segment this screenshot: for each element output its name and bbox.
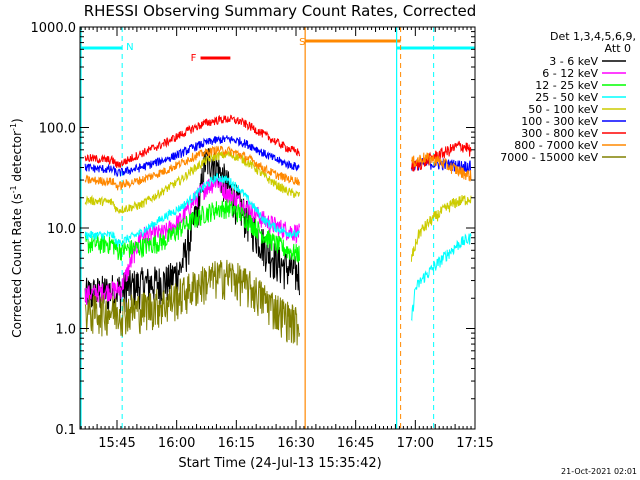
y-axis-label: Corrected Count Rate (s-1 detector-1) bbox=[9, 118, 24, 337]
y-axis-label-end: ) bbox=[10, 118, 24, 123]
legend-label-50-100-kev: 50 - 100 keV bbox=[528, 103, 598, 116]
series-800-7000-kev-after-saa bbox=[410, 152, 472, 182]
y-tick-label: 0.1 bbox=[55, 423, 76, 438]
series-300-800-kev-after-saa bbox=[410, 140, 472, 172]
x-tick-label: 16:15 bbox=[218, 436, 255, 451]
flare-flag-label: F bbox=[191, 53, 197, 64]
legend-label-100-300-kev: 100 - 300 keV bbox=[521, 115, 598, 128]
legend-label-7000-15000-kev: 7000 - 15000 keV bbox=[500, 151, 598, 164]
y-tick-label: 10.0 bbox=[47, 222, 76, 237]
footer-date: 21-Oct-2021 02:01 bbox=[561, 467, 637, 476]
y-axis-label-main: Corrected Count Rate (s bbox=[10, 193, 24, 337]
series-25-50-kev-before-saa bbox=[84, 172, 300, 248]
x-axis-label: Start Time (24-Jul-13 15:35:42) bbox=[178, 456, 381, 471]
saa-flag-label: S bbox=[299, 37, 305, 48]
chart-title: RHESSI Observing Summary Count Rates, Co… bbox=[84, 2, 477, 20]
legend-header-detectors: Det 1,3,4,5,6,9, bbox=[550, 30, 636, 43]
legend-label-12-25-kev: 12 - 25 keV bbox=[535, 79, 598, 92]
legend-label-6-12-kev: 6 - 12 keV bbox=[542, 67, 598, 80]
y-axis-label-sup2: -1 bbox=[9, 123, 18, 131]
y-tick-label: 1000.0 bbox=[31, 21, 77, 36]
x-tick-label: 16:00 bbox=[158, 436, 195, 451]
x-axis-ticks: 15:45 16:00 16:15 16:30 16:45 17:00 17:15 bbox=[80, 27, 494, 451]
series-6-12-kev-before-saa bbox=[84, 176, 300, 305]
y-tick-label: 100.0 bbox=[39, 122, 76, 137]
y-axis-label-mid: detector bbox=[10, 131, 24, 186]
x-tick-label: 15:45 bbox=[98, 436, 135, 451]
series-100-300-kev-before-saa bbox=[84, 135, 300, 178]
y-axis-label-sup1: -1 bbox=[9, 185, 18, 193]
legend-label-3-6-kev: 3 - 6 keV bbox=[549, 55, 598, 68]
series-800-7000-kev-before-saa bbox=[84, 145, 300, 191]
observing-flags: N F S bbox=[80, 27, 475, 429]
legend-label-800-7000-kev: 800 - 7000 keV bbox=[514, 139, 598, 152]
series-25-50-kev-after-saa bbox=[410, 233, 472, 322]
x-tick-label: 16:30 bbox=[277, 436, 314, 451]
plot-series bbox=[84, 114, 472, 346]
night-flag-label: N bbox=[126, 42, 133, 53]
x-tick-label: 17:00 bbox=[397, 436, 434, 451]
legend-label-25-50-kev: 25 - 50 keV bbox=[535, 91, 598, 104]
legend-label-300-800-kev: 300 - 800 keV bbox=[521, 127, 598, 140]
series-300-800-kev-before-saa bbox=[84, 114, 300, 169]
y-tick-label: 1.0 bbox=[55, 323, 76, 338]
x-tick-label: 17:15 bbox=[456, 436, 493, 451]
series-12-25-kev-before-saa bbox=[84, 199, 300, 263]
series-50-100-kev-before-saa bbox=[84, 150, 300, 214]
series-7000-15000-kev-before-saa bbox=[84, 259, 300, 346]
series-50-100-kev-after-saa bbox=[410, 194, 472, 262]
legend-header-attenuator: Att 0 bbox=[605, 42, 631, 55]
x-tick-label: 16:45 bbox=[337, 436, 374, 451]
